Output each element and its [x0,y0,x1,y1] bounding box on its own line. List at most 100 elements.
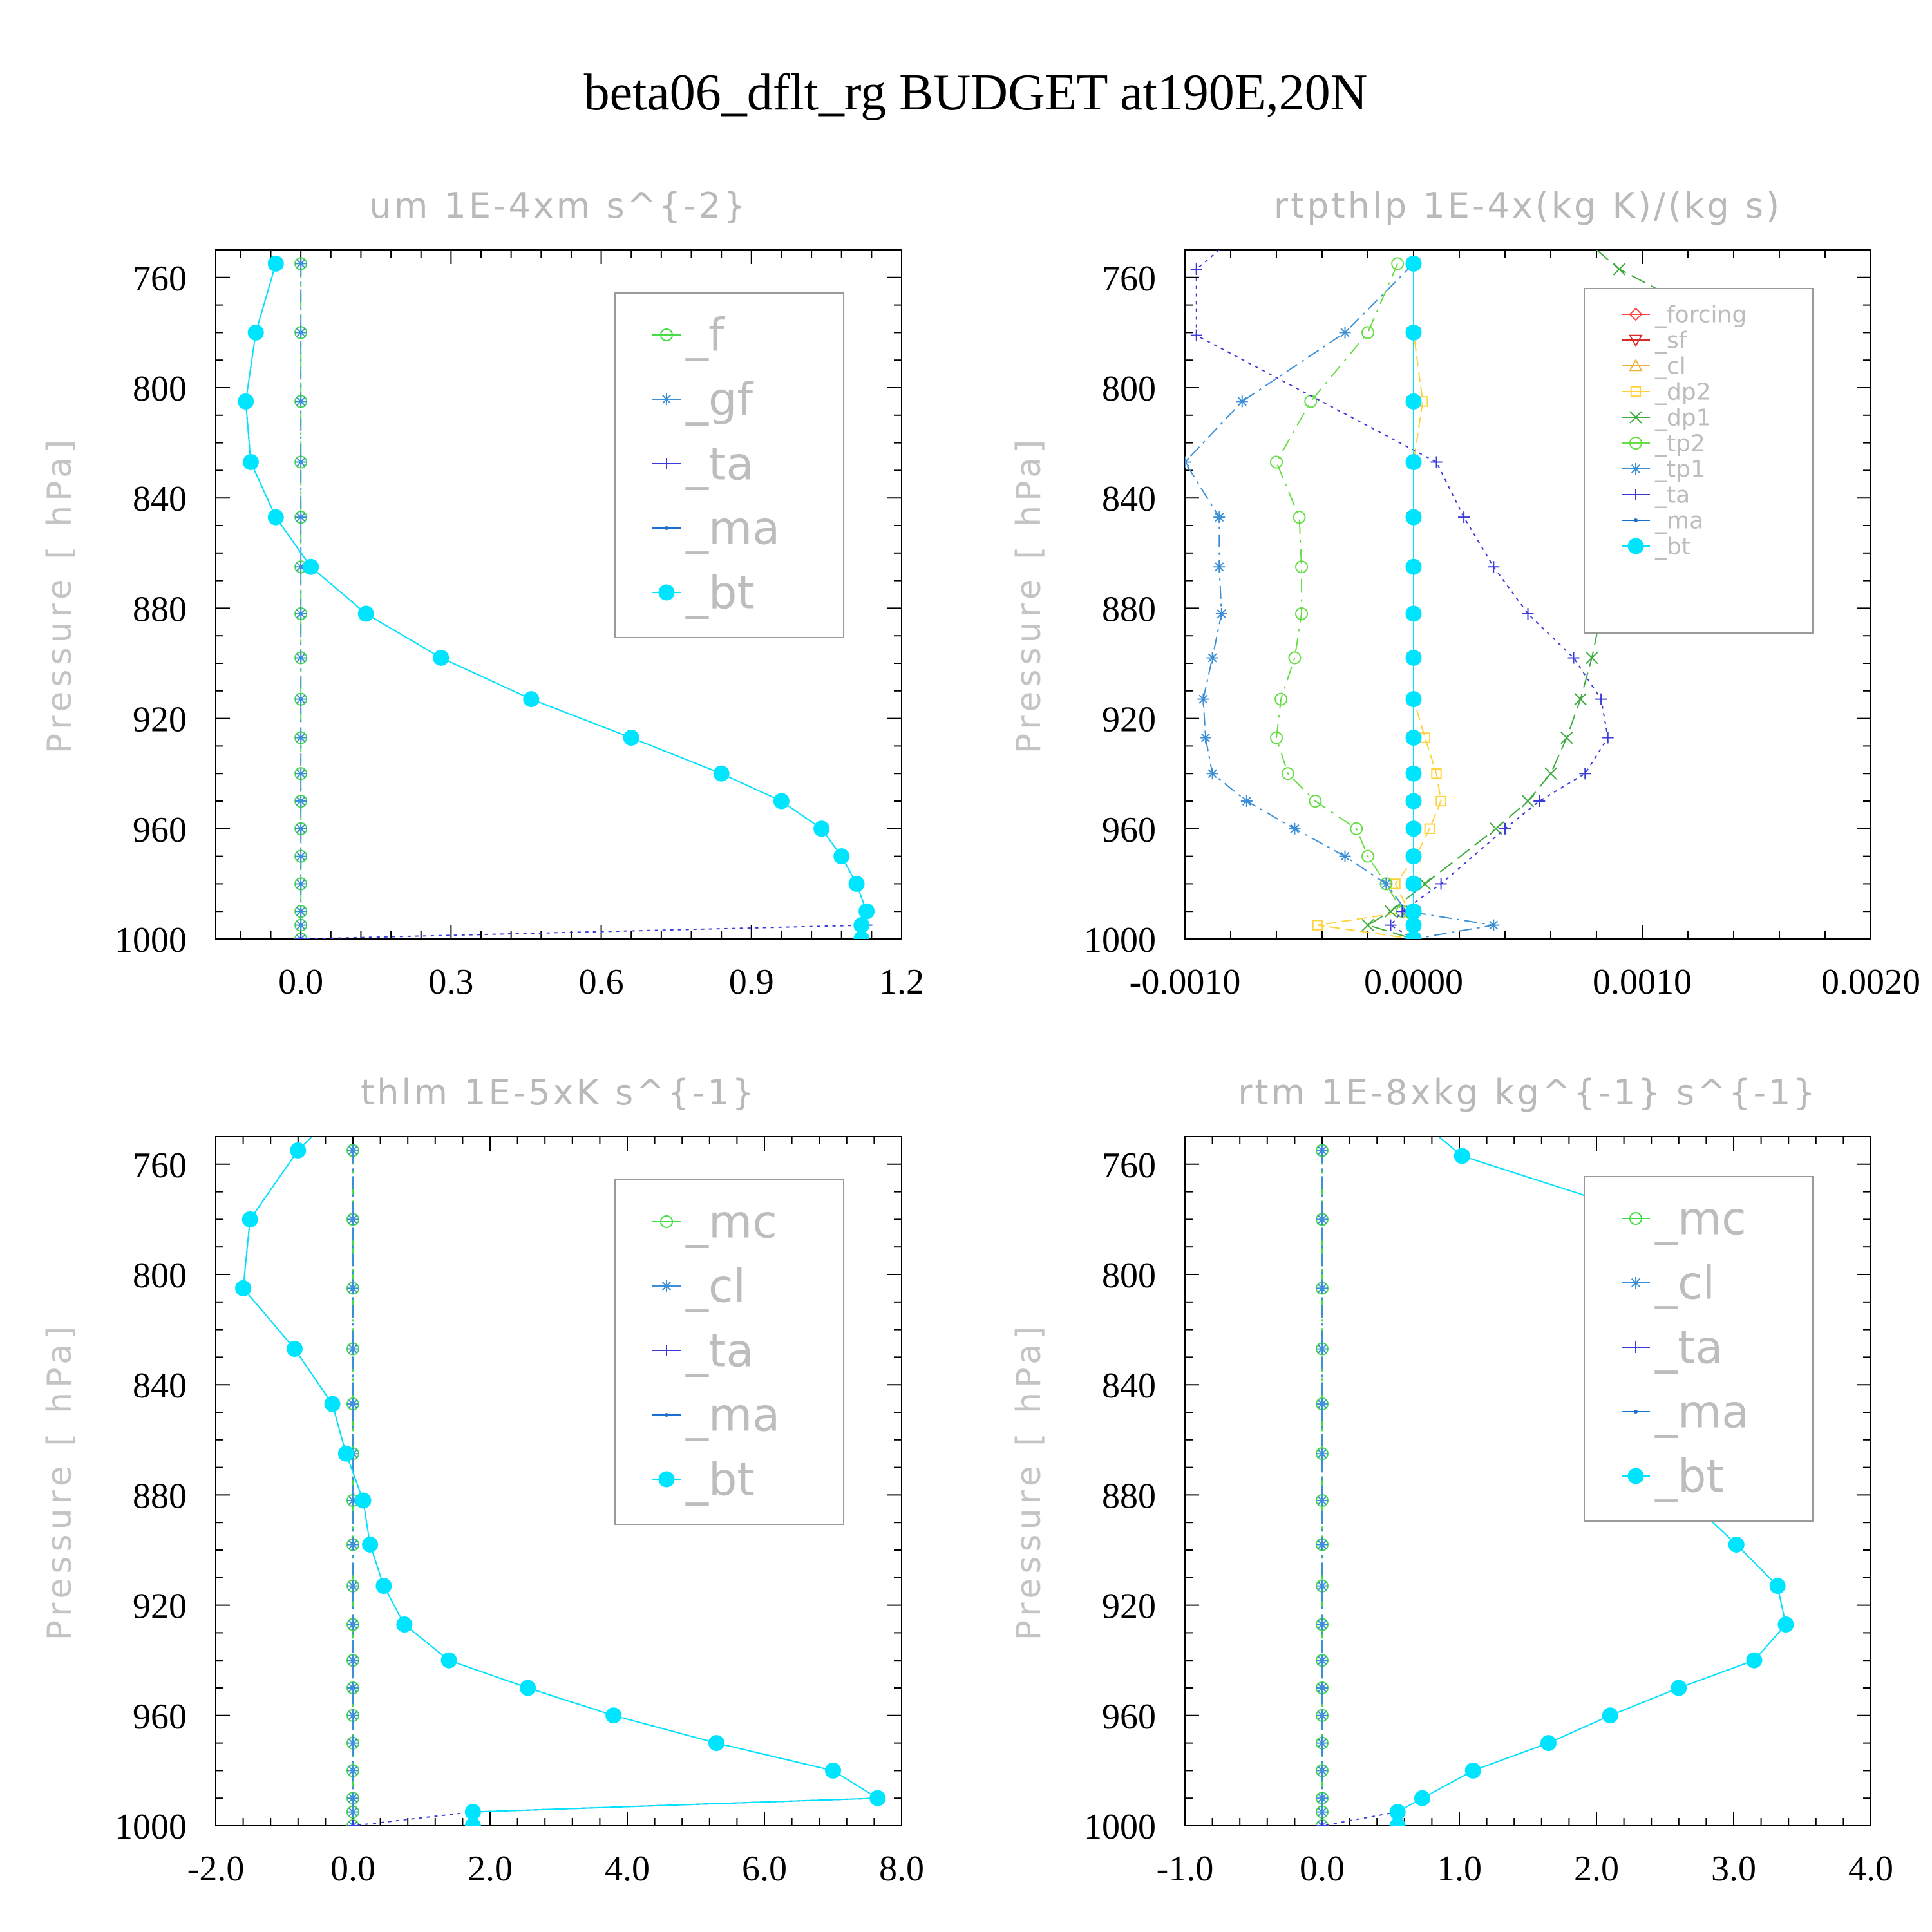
data-point [623,730,639,746]
data-point [1316,1806,1328,1818]
data-point [347,1618,359,1631]
data-point [295,919,307,931]
panel-1: um 1E-4xm s^{-2} Pressure [ hPa] 760 800 840… [41,185,924,1002]
data-point [235,1280,252,1296]
data-point [833,848,850,865]
data-point [1405,605,1422,622]
data-point [1405,691,1422,708]
legend-marker [1629,437,1642,450]
x-tick-label: -2.0 [187,1849,245,1889]
data-point [433,649,450,666]
data-point [295,878,307,890]
series-line-ta [301,924,867,939]
legend-label: _forcing [1654,302,1747,328]
legend-label: _tp2 [1654,431,1705,457]
data-point [1199,732,1211,744]
x-tick-label: 6.0 [742,1849,787,1889]
legend-label: _ta [685,438,753,491]
data-point [1567,652,1580,664]
y-tick-label: 920 [1102,700,1156,740]
data-point [347,1494,359,1506]
x-tick-label: 2.0 [1574,1849,1619,1889]
legend-marker [658,1471,675,1488]
x-tick-label: 4.0 [605,1849,650,1889]
data-point [1316,1654,1328,1667]
data-point [1339,850,1351,862]
y-tick-label: 760 [1102,1146,1156,1186]
legend-label: _sf [1654,328,1688,354]
data-point [1316,1144,1328,1157]
panel-title: thlm 1E-5xK s^{-1} [361,1072,757,1113]
data-point [1288,651,1302,665]
data-point [1293,511,1306,524]
plot-frame [215,249,902,940]
legend-label: _mc [685,1196,777,1249]
plot-frame [215,1136,902,1826]
data-point [355,1492,372,1509]
data-point [523,691,540,708]
legend-label: _bt [685,1454,755,1506]
series-layer [235,1137,886,1826]
legend-box [1584,288,1814,634]
legend-box [614,292,844,638]
data-point [295,933,307,939]
y-tick-label: 960 [133,810,187,850]
data-point [337,1445,354,1462]
data-point [347,1343,359,1355]
panel-title: um 1E-4xm s^{-2} [370,185,748,226]
data-point [1316,1494,1328,1506]
y-tick-label: 920 [133,700,187,740]
data-point [347,1737,359,1749]
y-axis-label: Pressure [ hPa] [41,435,79,754]
plot-frame [1184,1136,1871,1826]
data-point [1236,395,1248,408]
x-tick-label: 2.0 [468,1849,513,1889]
panel-4: rtm 1E-8xkg kg^{-1} s^{-1} Pressure [ hPa… [1010,1072,1893,1889]
data-point [295,561,307,573]
data-point [1270,455,1283,469]
data-point [1405,917,1422,934]
data-point [1574,692,1587,706]
data-point [1522,607,1534,620]
x-tick-label: 4.0 [1848,1849,1893,1889]
panel-title: rtm 1E-8xkg kg^{-1} s^{-1} [1238,1072,1818,1113]
x-tick-label: 0.3 [428,962,473,1002]
legend-label: _cl [685,1260,746,1313]
data-point [1240,795,1253,807]
data-point [347,1792,359,1804]
data-point [347,1806,359,1818]
legend-marker [1630,489,1642,500]
data-point [1405,875,1422,892]
y-tick-label: 880 [133,1476,187,1516]
x-tick-label: 0.0 [278,962,323,1002]
x-tick-label: 0.0020 [1821,962,1920,1002]
data-point [295,258,307,270]
data-point [242,454,259,471]
legend-marker [665,526,668,530]
data-point [1424,823,1435,834]
data-point [286,1341,303,1358]
data-point [295,850,307,862]
data-point [1206,652,1218,664]
legend-label: _bt [1654,1450,1724,1503]
data-point [1405,820,1422,837]
data-point [295,795,307,807]
y-tick-label: 760 [1102,259,1156,299]
data-point [1435,795,1446,807]
data-point [396,1616,413,1633]
data-point [295,327,307,339]
data-point [1380,878,1392,890]
data-point [853,917,870,934]
x-tick-label: 8.0 [879,1849,924,1889]
x-tick-label: -0.0010 [1130,962,1241,1002]
data-point [1769,1578,1786,1595]
x-tick-label: 0.0010 [1593,962,1692,1002]
y-tick-label: 880 [1102,1476,1156,1516]
data-point [1405,931,1422,939]
legend-box [1584,1176,1814,1522]
data-point [1274,692,1288,706]
legend-label: _gf [685,374,753,426]
data-point [1206,768,1218,780]
y-tick-label: 800 [1102,369,1156,409]
